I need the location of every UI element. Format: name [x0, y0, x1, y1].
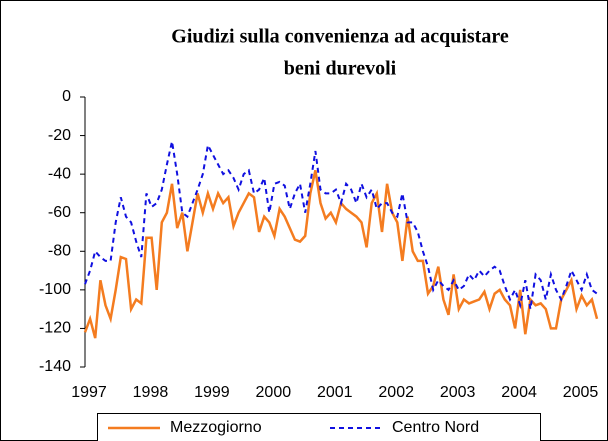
x-tick-label: 2001 [317, 384, 353, 401]
y-tick-label: -60 [48, 204, 71, 221]
y-tick-label: -20 [48, 127, 71, 144]
x-tick-label: 1997 [71, 384, 107, 401]
x-tick-label: 2003 [440, 384, 476, 401]
x-tick-label: 2000 [256, 384, 292, 401]
y-tick-label: 0 [62, 88, 71, 105]
y-tick-label: -100 [39, 281, 71, 298]
y-tick-label: -120 [39, 320, 71, 337]
x-tick-label: 1999 [194, 384, 230, 401]
line-series [84, 141, 598, 310]
x-tick-label: 2005 [563, 384, 599, 401]
chart-title: Giudizi sulla convenienza ad acquistare [171, 26, 509, 48]
legend-label: Centro Nord [392, 419, 479, 436]
x-tick-label: 1998 [133, 384, 169, 401]
y-tick-label: -80 [48, 243, 71, 260]
y-tick-label: -140 [39, 358, 71, 375]
x-tick-label: 2004 [501, 384, 537, 401]
y-tick-label: -40 [48, 165, 71, 182]
legend-box [97, 413, 541, 441]
x-tick-label: 2002 [378, 384, 414, 401]
chart-title: beni durevoli [284, 58, 397, 80]
legend-label: Mezzogiorno [170, 419, 262, 436]
